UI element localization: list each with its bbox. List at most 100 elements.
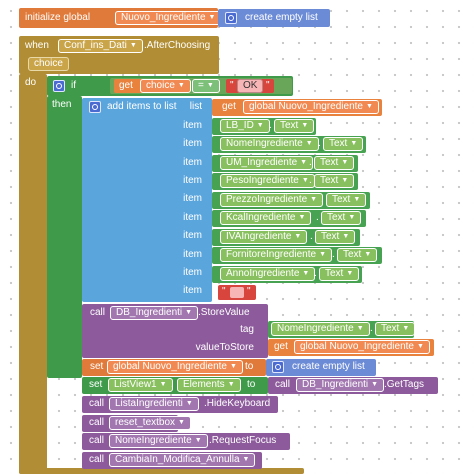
get-tags-component-field[interactable]: DB_Ingredienti ▼ <box>296 378 385 392</box>
init-global-block[interactable]: initialize global Nuovo_Ingrediente▼ to <box>19 8 232 28</box>
item-prop-field[interactable]: Text ▼ <box>323 137 364 151</box>
tag-block[interactable]: NomeIngrediente ▼ . Text ▼ <box>268 321 416 338</box>
create-empty-list-block-2[interactable]: create empty list <box>266 359 376 376</box>
item-component-field[interactable]: PesoIngrediente ▼ <box>220 174 315 188</box>
quote-close-icon: " <box>247 286 251 297</box>
get-tags-method-label: .GetTags <box>384 379 425 390</box>
init-global-label: initialize global <box>25 12 91 23</box>
item-component-field[interactable]: LB_ID ▼ <box>220 119 270 133</box>
get-global-var-field[interactable]: global Nuovo_Ingrediente ▼ <box>243 100 379 114</box>
item-block-3[interactable]: UM_Ingrediente ▼ . Text ▼ <box>212 155 358 172</box>
event-component-field[interactable]: Conf_ins_Dati ▼ <box>58 39 143 53</box>
init-var-field[interactable]: Nuovo_Ingrediente ▼ <box>115 11 222 25</box>
call-method-label: .RequestFocus <box>209 435 277 446</box>
add-items-block[interactable]: add items to list list item item item it… <box>82 98 212 302</box>
get-global-value-block[interactable]: get global Nuovo_Ingrediente ▼ <box>268 339 434 356</box>
item-prop-field[interactable]: Text ▼ <box>315 230 356 244</box>
call-request-focus-block[interactable]: call NomeIngrediente ▼ .RequestFocus <box>82 433 290 450</box>
get-choice-block[interactable]: get choice ▼ <box>114 79 191 93</box>
dot-label: . <box>269 120 272 131</box>
mutator-gear-icon[interactable] <box>272 361 284 373</box>
empty-text-field[interactable] <box>230 287 244 298</box>
item-block-6[interactable]: KcalIngrediente ▼ . Text ▼ <box>212 210 366 227</box>
item-component-field[interactable]: KcalIngrediente ▼ <box>220 211 312 225</box>
tag-component-field[interactable]: NomeIngrediente ▼ <box>271 322 370 336</box>
text-ok-block[interactable]: " OK " <box>226 79 274 93</box>
mutator-gear-icon[interactable] <box>89 101 101 113</box>
store-value-block[interactable]: call DB_Ingredienti ▼ .StoreValue tag val… <box>82 304 268 358</box>
item-prop-field[interactable]: Text ▼ <box>314 174 355 188</box>
dropdown-arrow-icon: ▼ <box>302 270 310 277</box>
event-param-field[interactable]: choice <box>28 57 69 71</box>
create-empty-list-label: create empty list <box>292 361 365 372</box>
item-block-4[interactable]: PesoIngrediente ▼ . Text ▼ <box>212 173 358 190</box>
item-component-field[interactable]: FornitoreIngrediente ▼ <box>220 248 332 262</box>
call-component-field[interactable]: ListaIngredienti ▼ <box>109 397 199 411</box>
item-block-8[interactable]: FornitoreIngrediente ▼ . Text ▼ <box>212 247 382 264</box>
item-block-1[interactable]: LB_ID ▼ . Text ▼ <box>212 118 316 135</box>
empty-text-block[interactable]: " " <box>218 285 256 300</box>
get-tags-component-text: DB_Ingredienti <box>302 379 369 390</box>
event-name-label: .AfterChoosing <box>144 40 211 51</box>
call-component-field[interactable]: NomeIngrediente ▼ <box>109 434 208 448</box>
call-component-text: CambiaIn_Modifica_Annulla <box>115 454 240 465</box>
get-global-block[interactable]: get global Nuovo_Ingrediente ▼ <box>212 99 382 116</box>
item-component-field[interactable]: AnnoIngrediente ▼ <box>220 267 316 281</box>
item-component-field[interactable]: UM_Ingrediente ▼ <box>220 156 314 170</box>
item-prop-text: Text <box>321 231 340 242</box>
item-component-text: FornitoreIngrediente <box>226 249 317 260</box>
call-component-field[interactable]: reset_textbox ▼ <box>109 416 191 430</box>
mutator-gear-icon[interactable] <box>53 80 65 92</box>
item-block-5[interactable]: PrezzoIngrediente ▼ . Text ▼ <box>212 192 370 209</box>
store-component-field[interactable]: DB_Ingredienti ▼ <box>110 306 199 320</box>
call-label: call <box>89 398 105 409</box>
tag-prop-field[interactable]: Text ▼ <box>375 322 416 336</box>
item-prop-field[interactable]: Text ▼ <box>321 211 362 225</box>
item-block-9[interactable]: AnnoIngrediente ▼ . Text ▼ <box>212 266 362 283</box>
call-hide-keyboard-block[interactable]: call ListaIngredienti ▼ .HideKeyboard <box>82 396 278 413</box>
dropdown-arrow-icon: ▼ <box>365 103 373 110</box>
get-tags-block[interactable]: call DB_Ingredienti ▼ .GetTags <box>268 377 438 394</box>
compare-block[interactable]: get choice ▼ = ▼ " OK " <box>110 78 292 94</box>
item-component-text: LB_ID <box>226 120 254 131</box>
item-block-2[interactable]: NomeIngrediente ▼ . Text ▼ <box>212 136 366 153</box>
set-global-block[interactable]: set global Nuovo_Ingrediente ▼ to <box>82 359 266 376</box>
dropdown-arrow-icon: ▼ <box>159 381 167 388</box>
set-listview-prop-field[interactable]: Elements ▼ <box>177 378 241 392</box>
call-cambia-block[interactable]: call CambiaIn_Modifica_Annulla ▼ <box>82 452 262 469</box>
dropdown-arrow-icon: ▼ <box>301 177 309 184</box>
dropdown-arrow-icon: ▼ <box>305 140 313 147</box>
item-prop-field[interactable]: Text ▼ <box>319 267 360 281</box>
item-prop-field[interactable]: Text ▼ <box>274 119 315 133</box>
set-global-var-field[interactable]: global Nuovo_Ingrediente ▼ <box>107 360 243 374</box>
get-var-field[interactable]: choice ▼ <box>140 79 191 93</box>
item-component-text: PrezzoIngrediente <box>226 194 308 205</box>
text-ok-field[interactable]: OK <box>237 79 264 93</box>
dropdown-arrow-icon: ▼ <box>371 381 379 388</box>
set-to-label: to <box>247 379 256 390</box>
item-prop-field[interactable]: Text ▼ <box>326 193 367 207</box>
item-component-field[interactable]: PrezzoIngrediente ▼ <box>220 193 324 207</box>
item-block-7[interactable]: IVAIngrediente ▼ . Text ▼ <box>212 229 360 246</box>
event-handler-block[interactable]: when Conf_ins_Dati ▼ .AfterChoosing choic… <box>19 36 219 74</box>
item-label-1: item <box>183 120 202 131</box>
item-prop-field[interactable]: Text ▼ <box>314 156 355 170</box>
init-var-text: Nuovo_Ingrediente <box>121 12 206 23</box>
item-component-text: PesoIngrediente <box>226 175 299 186</box>
call-component-text: reset_textbox <box>115 417 176 428</box>
set-listview-component-field[interactable]: ListView1 ▼ <box>108 378 173 392</box>
item-component-field[interactable]: IVAIngrediente ▼ <box>220 230 308 244</box>
get-global-var-field[interactable]: global Nuovo_Ingrediente ▼ <box>294 340 430 354</box>
item-component-text: IVAIngrediente <box>226 231 292 242</box>
item-prop-field[interactable]: Text ▼ <box>337 248 378 262</box>
item-component-field[interactable]: NomeIngrediente ▼ <box>220 137 319 151</box>
set-label: set <box>90 361 104 372</box>
compare-operator-field[interactable]: = ▼ <box>192 79 220 93</box>
set-listview-block[interactable]: set ListView1 ▼ . Elements ▼ to <box>82 377 268 394</box>
call-component-field[interactable]: CambiaIn_Modifica_Annulla ▼ <box>109 453 256 467</box>
dropdown-arrow-icon: ▼ <box>129 42 137 49</box>
dropdown-arrow-icon: ▼ <box>319 251 326 258</box>
create-empty-list-block[interactable]: create empty list <box>218 9 330 27</box>
call-reset-textbox-block[interactable]: call reset_textbox ▼ <box>82 415 191 432</box>
mutator-gear-icon[interactable] <box>225 12 237 24</box>
